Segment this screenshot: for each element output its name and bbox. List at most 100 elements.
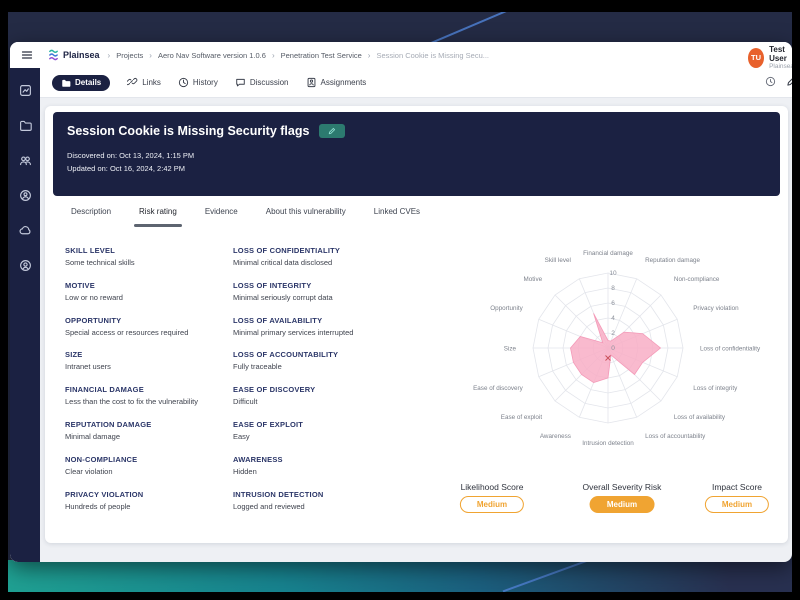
toolbar-actions xyxy=(765,68,792,97)
breadcrumb-item[interactable]: Aero Nav Software version 1.0.6 xyxy=(157,50,266,60)
tab-details[interactable]: Details xyxy=(52,74,111,91)
risk-field-value: Some technical skills xyxy=(65,258,135,267)
risk-field-value: Minimal damage xyxy=(65,431,121,441)
tab-label: Assignments xyxy=(320,78,367,87)
tab-label: Discussion xyxy=(249,78,289,87)
user-name: Test User xyxy=(769,45,787,63)
clock-button[interactable] xyxy=(765,74,776,92)
risk-field: LOSS OF INTEGRITY Minimal seriously corru… xyxy=(233,281,431,316)
history-icon xyxy=(178,77,189,88)
sidebar-item-users[interactable] xyxy=(19,154,32,172)
risk-field-label: AWARENESS xyxy=(233,454,283,464)
svg-text:Skill level: Skill level xyxy=(545,257,571,264)
discussion-icon xyxy=(235,77,246,88)
sidebar-item-support[interactable] xyxy=(19,189,32,207)
score-label: Overall Severity Risk xyxy=(582,482,662,492)
tab-links[interactable]: Links xyxy=(127,77,161,88)
tab-discussion[interactable]: Discussion xyxy=(235,77,289,88)
risk-fields-middle-column: LOSS OF CONFIDENTIALITY Minimal critical … xyxy=(233,246,431,524)
svg-text:Ease of discovery: Ease of discovery xyxy=(473,385,524,392)
risk-field-label: LOSS OF AVAILABILITY xyxy=(233,315,323,325)
tab-history[interactable]: History xyxy=(178,77,218,88)
risk-field: OPPORTUNITY Special access or resources r… xyxy=(65,316,230,351)
breadcrumb-item[interactable]: Penetration Test Service xyxy=(280,50,362,60)
score-likelihood-score: Likelihood Score Medium xyxy=(459,482,525,513)
sidebar-item-analytics[interactable] xyxy=(19,84,32,102)
updated-date: Updated on: Oct 16, 2024, 2:42 PM xyxy=(67,164,185,173)
folder-icon xyxy=(19,119,32,132)
risk-field: AWARENESS Hidden xyxy=(233,455,431,490)
edit-title-button[interactable] xyxy=(319,124,346,138)
breadcrumb-item[interactable]: Projects xyxy=(116,50,144,60)
toolbar: Details Links History Discussion Assignments xyxy=(40,68,792,98)
risk-field-label: REPUTATION DAMAGE xyxy=(65,419,152,429)
details-icon xyxy=(61,78,71,88)
edit-icon xyxy=(786,75,792,87)
plainsea-logo-icon xyxy=(48,49,59,61)
risk-field-value: Minimal primary services interrupted xyxy=(233,327,354,337)
svg-text:Awareness: Awareness xyxy=(540,433,571,440)
subtab-risk-rating[interactable]: Risk rating xyxy=(125,203,191,227)
risk-field-label: MOTIVE xyxy=(65,280,95,290)
risk-field-label: NON-COMPLIANCE xyxy=(65,454,138,464)
risk-field-value: Intranet users xyxy=(65,362,111,372)
risk-field-label: OPPORTUNITY xyxy=(65,315,122,325)
breadcrumb-item[interactable]: Session Cookie is Missing Secu... xyxy=(376,50,490,60)
breadcrumb-separator: › xyxy=(367,50,371,60)
svg-text:Financial damage: Financial damage xyxy=(583,250,633,257)
edit-button[interactable] xyxy=(786,74,792,92)
svg-text:8: 8 xyxy=(611,285,615,292)
sidebar-item-cloud[interactable] xyxy=(19,224,32,242)
risk-fields-left-column: SKILL LEVEL Some technical skills MOTIVE Lo… xyxy=(65,246,230,524)
risk-field: LOSS OF AVAILABILITY Minimal primary serv… xyxy=(233,316,431,351)
sidebar-item-folder[interactable] xyxy=(19,119,32,137)
svg-text:10: 10 xyxy=(609,270,617,277)
vulnerability-card: Session Cookie is Missing Security flags… xyxy=(45,106,788,543)
svg-text:Privacy violation: Privacy violation xyxy=(693,305,739,312)
tab-assignments[interactable]: Assignments xyxy=(306,77,367,88)
user-menu[interactable]: TU Test User Plainsea xyxy=(748,45,792,70)
score-label: Impact Score xyxy=(711,482,763,492)
svg-text:Size: Size xyxy=(504,346,517,353)
risk-field-value: Low or no reward xyxy=(65,292,123,302)
risk-field-value: Minimal critical data disclosed xyxy=(233,258,333,267)
score-badge: Medium xyxy=(589,496,655,513)
user-org: Plainsea xyxy=(769,63,792,70)
breadcrumb-separator: › xyxy=(107,50,111,60)
breadcrumb-separator: › xyxy=(149,50,152,60)
subtab-about-this-vulnerability[interactable]: About this vulnerability xyxy=(265,207,346,216)
risk-field-value: Easy xyxy=(233,431,250,441)
risk-field-label: EASE OF DISCOVERY xyxy=(233,385,316,395)
risk-field: LOSS OF ACCOUNTABILITY Fully traceable xyxy=(233,350,431,385)
svg-text:Loss of integrity: Loss of integrity xyxy=(693,385,738,392)
desktop-background: Plainsea › Projects › Aero Nav Software ver… xyxy=(8,12,792,592)
avatar[interactable]: TU xyxy=(748,47,765,68)
risk-field-value: Minimal seriously corrupt data xyxy=(233,292,333,302)
svg-text:Motive: Motive xyxy=(524,276,543,283)
breadcrumb-separator: › xyxy=(271,50,275,60)
risk-field: SIZE Intranet users xyxy=(65,350,230,385)
svg-text:4: 4 xyxy=(611,315,615,322)
sidebar-item-account[interactable] xyxy=(19,259,32,277)
score-overall-severity-risk: Overall Severity Risk Medium xyxy=(582,482,662,513)
risk-field: FINANCIAL DAMAGE Less than the cost to fi… xyxy=(65,385,230,420)
support-icon xyxy=(19,189,32,202)
risk-field-label: FINANCIAL DAMAGE xyxy=(65,385,144,395)
risk-field-value: Logged and reviewed xyxy=(233,501,305,511)
risk-field-label: LOSS OF INTEGRITY xyxy=(233,280,312,290)
risk-field: LOSS OF CONFIDENTIALITY Minimal critical … xyxy=(233,246,431,281)
svg-text:6: 6 xyxy=(611,300,615,307)
menu-icon[interactable] xyxy=(21,49,33,61)
subtab-linked-cves[interactable]: Linked CVEs xyxy=(373,207,421,216)
risk-field-value: Difficult xyxy=(233,397,258,407)
brand[interactable]: Plainsea xyxy=(48,49,100,61)
subtab-evidence[interactable]: Evidence xyxy=(204,207,238,216)
decorative-gradient-band xyxy=(8,560,792,592)
svg-text:Loss of accountability: Loss of accountability xyxy=(645,433,706,440)
score-label: Likelihood Score xyxy=(460,482,524,492)
subtab-description[interactable]: Description xyxy=(71,207,112,216)
score-impact-score: Impact Score Medium xyxy=(704,482,770,513)
risk-field: INTRUSION DETECTION Logged and reviewed xyxy=(233,490,431,525)
risk-field: MOTIVE Low or no reward xyxy=(65,281,230,316)
subtabs: Description Risk rating Evidence About this… xyxy=(57,203,434,227)
